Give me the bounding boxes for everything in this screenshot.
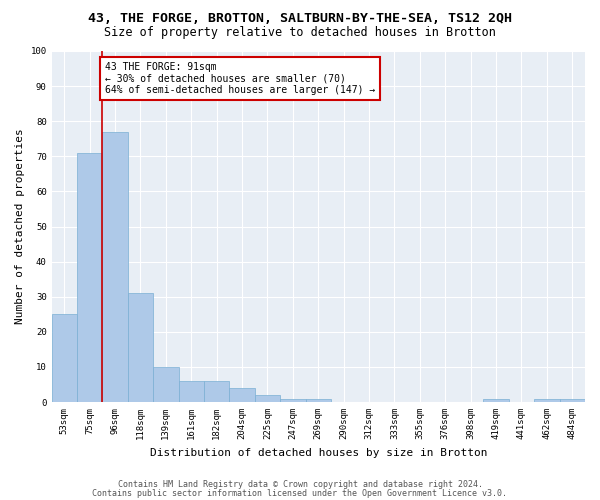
- Bar: [204, 381, 229, 402]
- Bar: [534, 398, 560, 402]
- Text: 43 THE FORGE: 91sqm
← 30% of detached houses are smaller (70)
64% of semi-detach: 43 THE FORGE: 91sqm ← 30% of detached ho…: [105, 62, 375, 94]
- Bar: [305, 398, 331, 402]
- Bar: [484, 398, 509, 402]
- Bar: [229, 388, 255, 402]
- Text: 43, THE FORGE, BROTTON, SALTBURN-BY-THE-SEA, TS12 2QH: 43, THE FORGE, BROTTON, SALTBURN-BY-THE-…: [88, 12, 512, 26]
- Bar: [103, 132, 128, 402]
- X-axis label: Distribution of detached houses by size in Brotton: Distribution of detached houses by size …: [149, 448, 487, 458]
- Bar: [560, 398, 585, 402]
- Bar: [153, 367, 179, 402]
- Bar: [128, 293, 153, 402]
- Bar: [179, 381, 204, 402]
- Text: Contains public sector information licensed under the Open Government Licence v3: Contains public sector information licen…: [92, 490, 508, 498]
- Bar: [52, 314, 77, 402]
- Text: Size of property relative to detached houses in Brotton: Size of property relative to detached ho…: [104, 26, 496, 39]
- Bar: [280, 398, 305, 402]
- Y-axis label: Number of detached properties: Number of detached properties: [15, 128, 25, 324]
- Bar: [255, 395, 280, 402]
- Bar: [77, 153, 103, 402]
- Text: Contains HM Land Registry data © Crown copyright and database right 2024.: Contains HM Land Registry data © Crown c…: [118, 480, 482, 489]
